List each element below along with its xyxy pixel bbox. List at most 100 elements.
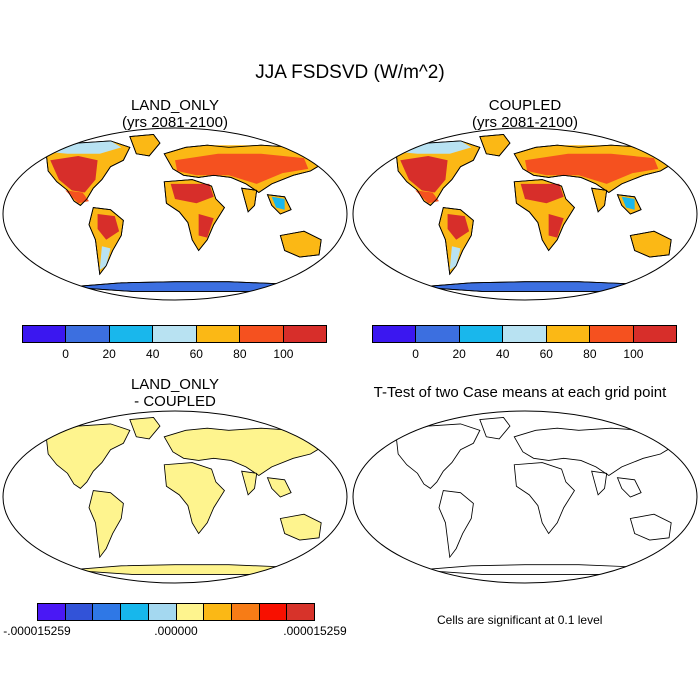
land-only-colorbar-swatch [23,326,67,342]
coastline-af [513,179,575,252]
coastline-sa [438,207,474,276]
continent-aus [279,513,322,541]
land-only-colorbar-swatch [109,326,154,342]
value-region [97,214,120,240]
coastline-af [163,179,225,252]
difference-colorbar-swatch [65,604,94,620]
value-region [175,153,309,184]
colorbar-tick-label: 80 [233,347,247,361]
land-only-colorbar-swatch [283,326,326,342]
ttest-title: T-Test of two Case means at each grid po… [373,384,667,401]
continent-na [45,423,131,489]
colorbar-tick-label: 0 [62,347,69,361]
value-region [525,153,659,184]
difference-colorbar-swatch [93,604,122,620]
land-only-title: LAND_ONLY (yrs 2081-2100) [75,97,275,131]
value-region [447,214,470,240]
continent-greenland [479,417,511,440]
coupled-map-body [352,127,698,301]
coastline-seasia [616,194,642,215]
map-border [352,127,698,301]
colorbar-tick-label: 40 [496,347,510,361]
coastline-eur [163,144,322,194]
difference-colorbar [37,603,315,621]
colorbar-tick-label: 100 [623,347,644,361]
continent-eur [513,427,672,477]
coupled-colorbar [372,325,677,343]
difference-title-line2: - COUPLED [134,393,216,410]
coupled-colorbar-swatch [546,326,591,342]
continent-seasia [616,477,642,498]
land-only-title-line1: LAND_ONLY [130,97,220,114]
difference-title: LAND_ONLY - COUPLED [75,376,275,410]
colorbar-tick-label: 0 [412,347,419,361]
coupled-title: COUPLED (yrs 2081-2100) [425,97,625,131]
difference-colorbar-tick-label: .000015259 [283,624,347,638]
land-only-colorbar-swatch [240,326,284,342]
coastline-aus [279,230,322,258]
colorbar-tick-label: 40 [146,347,160,361]
colorbar-tick-label: 60 [189,347,203,361]
value-region [286,235,317,253]
coastline-na [395,140,481,206]
value-region [621,196,635,210]
colorbar-tick-label: 60 [539,347,553,361]
continent-india [591,187,608,213]
coupled-colorbar-swatch [503,326,547,342]
value-region [548,214,564,238]
continent-af [513,462,575,535]
land-only-colorbar-swatch [196,326,241,342]
colorbar-tick-label: 80 [583,347,597,361]
value-region [636,235,667,253]
difference-map-body [2,410,348,584]
difference-colorbar-tick-label: -.000015259 [3,624,71,638]
continent-india [591,470,608,496]
coastline-sa [88,207,124,276]
coupled-colorbar-swatch [633,326,676,342]
difference-colorbar-swatch [148,604,177,620]
value-region [198,214,214,238]
difference-colorbar-swatch [121,604,149,620]
coupled-colorbar-swatch [373,326,417,342]
figure-title: JJA FSDSVD (W/m^2) [255,62,445,83]
value-region [415,190,439,204]
difference-colorbar-swatch [231,604,260,620]
coastline-na [45,140,131,206]
coastline-eur [513,144,672,194]
difference-colorbar-tick-label: .000000 [154,624,198,638]
coastline-greenland [479,134,511,157]
coastline-greenland [129,134,161,157]
value-region [396,140,472,154]
continent-sa [438,490,474,559]
land-only-map-body [2,127,348,301]
difference-colorbar-swatch [259,604,288,620]
land-only-colorbar-swatch [66,326,110,342]
value-region [65,190,89,204]
coupled-colorbar-swatch [459,326,504,342]
difference-title-line1: LAND_ONLY [130,376,220,393]
value-region [99,246,111,270]
value-region [520,183,564,204]
value-region [400,155,448,193]
value-region [449,246,461,270]
coastline-india [241,187,258,213]
value-region [514,145,667,156]
colorbar-tick-label: 20 [452,347,466,361]
coupled-colorbar-swatch [590,326,634,342]
continent-india [241,470,258,496]
map-border [2,410,348,584]
coupled-title-line1: COUPLED [488,97,562,114]
value-region [170,183,214,204]
coupled-title-line2: (yrs 2081-2100) [472,114,578,131]
ttest-map-body [352,410,698,584]
coastline-aus [629,230,672,258]
land-only-colorbar-swatch [153,326,197,342]
difference-colorbar-swatch [204,604,232,620]
difference-colorbar-swatch [176,604,205,620]
colorbar-tick-label: 100 [273,347,294,361]
continent-na [395,423,481,489]
continent-eur [163,427,322,477]
value-region [164,145,317,156]
difference-colorbar-swatch [287,604,315,620]
colorbar-tick-label: 20 [102,347,116,361]
